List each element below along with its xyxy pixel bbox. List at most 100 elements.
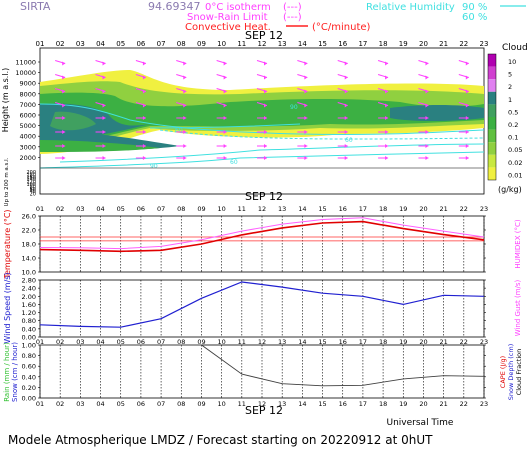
wind-arrow-head [142,89,146,94]
hour-label: 08 [177,400,185,408]
rain-panel: 01 02 03 04 05 06 07 08 09 10 11 12 13 14 15 16 17 18 19 20… [22,342,489,409]
wind-arrow-head [264,89,267,94]
top-hour-label: 05 [116,40,125,48]
hour-label: 06 [137,205,145,213]
hour-label: 12 [258,400,266,408]
cloud-legend-tick: 1 [508,96,512,104]
hour-label: 18 [379,205,387,213]
wind-arrow-head [62,61,66,66]
cloud-legend-tick: 0.1 [508,134,518,142]
hour-label: 16 [339,338,347,346]
cloud-ytick-label-low: 60 [30,187,36,193]
wind-arrow-head [344,130,348,134]
wind-arrow-head [344,61,348,66]
cloud-legend-swatch [488,154,496,168]
cloud-legend-frame [487,53,497,181]
hour-label: 14 [298,205,306,213]
hour-label: 14 [298,400,306,408]
top-hour-label: 03 [76,40,85,48]
legend-convective: Convective Heat. [185,22,271,33]
ytick-label: 1.20 [22,309,36,317]
hour-label: 13 [278,205,286,213]
cloud-ytick-label: 9000 [19,80,36,88]
wind-arrow-head [425,156,429,160]
temperature-panel: 01 02 03 04 05 06 07 08 09 10 11 12 13 14 15 16 17 18 19 20… [22,205,489,277]
ytick-label: 2.00 [22,293,36,301]
cloud-legend-swatch [488,66,496,80]
hour-label: 07 [157,205,165,213]
wind-arrow-head [385,61,389,66]
hour-label: 17 [359,205,367,213]
date-label-mid: SEP 12 [245,190,283,203]
station-name: SIRTA [20,0,51,13]
cloud-ytick-label-low: 180 [26,172,36,178]
top-hour-label: 04 [96,40,105,48]
wind-arrow-head [62,130,66,134]
date-label-bottom: SEP 12 [245,404,283,417]
cloud-ytick-label-low: 200 [26,170,36,176]
cloud-ytick-label: 3000 [19,143,36,151]
hour-label: 12 [258,205,266,213]
snow-ylabel: Snow (cm / hour) [11,342,19,402]
wind-arrow-head [465,75,469,80]
wind-arrow-head [62,144,66,148]
wind-arrow-head [183,130,187,134]
top-hour-label: 14 [298,40,307,48]
cloud-ytick-label-low: 40 [30,189,36,195]
cloud-ytick-label: 7000 [19,101,36,109]
hour-label: 03 [76,400,84,408]
cloud-legend-swatch [488,54,496,67]
wind-arrows [55,60,469,160]
hour-label: 01 [36,205,44,213]
wind-arrow-head [264,144,267,148]
wind-arrow-head [62,75,66,80]
ytick-label: 22.0 [22,227,36,235]
hour-label: 12 [258,338,266,346]
wind-arrow-head [264,130,267,134]
legend-rh-90: 90 % [462,2,487,13]
hour-label: 20 [419,400,427,408]
cloud-legend-swatch [488,104,496,117]
ytick-label: 0.40 [22,373,36,381]
wind-arrow-head [304,130,308,134]
wind-arrow-head [385,75,389,80]
cloud-ytick-label: 10000 [15,69,36,77]
top-hour-label: 16 [338,40,347,48]
footer-text: Modele Atmospherique LMDZ / Forecast sta… [8,433,433,447]
wind-arrow-head [264,75,267,80]
wind-arrow-head [344,103,348,108]
rh-contour-60-low [39,151,485,169]
wind-arrow-head [304,116,308,120]
hour-label: 10 [217,400,225,408]
hour-label: 18 [379,338,387,346]
hour-label: 13 [278,400,286,408]
cloud-core [50,111,96,131]
wind-arrow-head [223,103,227,108]
cloud-ytick-label: 6000 [19,112,36,120]
hour-label: 15 [318,338,326,346]
snow-depth-ylabel: Snow Depth (cm) [507,344,515,400]
ytick-label: 18.0 [22,241,36,249]
cloud-y-ticks: 11000 10000 9000 8000 7000 6000 5000 4000 3000 20… [15,59,40,198]
wind-arrow-head [142,75,146,80]
ytick-label: 0.00 [22,395,36,403]
wind-arrow-head [465,116,469,120]
hour-label: 03 [76,205,84,213]
wind-arrow-head [102,61,106,66]
wind-arrow-head [304,75,308,80]
cloud-ytick-label-low: 140 [26,177,36,183]
cloud-ytick-label-low: 160 [26,175,36,181]
wind-arrow-head [183,116,187,120]
hour-label: 10 [217,205,225,213]
hour-label: 21 [439,338,447,346]
cloud-ylabel: Height (m a.s.l.) [1,68,10,133]
wind-arrow-head [183,103,187,108]
bottom-axis-title: Universal Time [387,418,454,428]
top-hour-label: 21 [439,40,448,48]
hour-label: 22 [460,338,468,346]
rh-label-3: 60 [345,137,353,144]
top-hour-label: 11 [237,40,246,48]
hour-label: 19 [399,338,407,346]
wind-arrow-head [223,156,227,160]
wind-arrow-head [62,116,66,120]
